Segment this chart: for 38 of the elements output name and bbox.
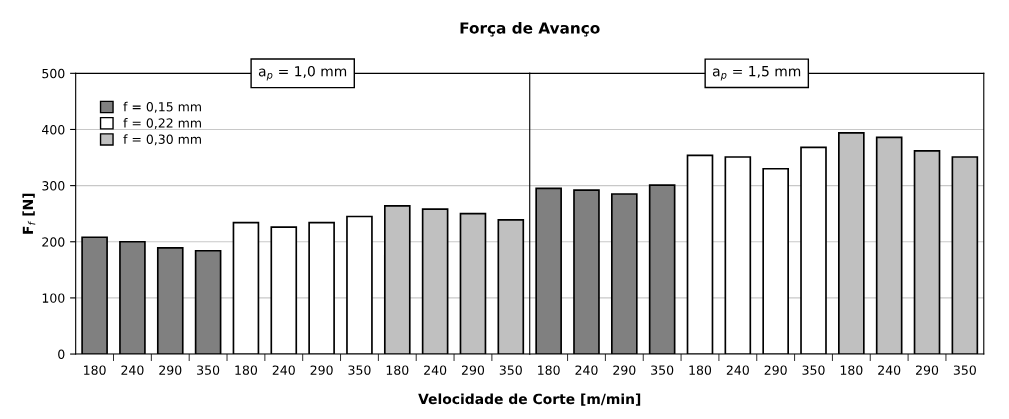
legend-label: f = 0,15 mm	[123, 101, 201, 113]
x-tick-label: 350	[499, 365, 522, 375]
legend-label: f = 0,22 mm	[123, 118, 201, 129]
x-axis-title: Velocidade de Corte [m/min]	[418, 393, 641, 406]
x-tick-label: 240	[726, 365, 749, 375]
x-tick-label: 180	[235, 365, 258, 375]
y-tick-label: 500	[42, 68, 65, 79]
x-tick-label: 350	[197, 365, 220, 375]
x-tick-label: 240	[272, 365, 295, 375]
legend-label: f = 0,30 mm	[123, 134, 201, 146]
x-tick-label: 180	[689, 365, 712, 375]
x-tick-label: 180	[386, 365, 409, 375]
y-tick-label: 200	[42, 237, 65, 247]
x-tick-label: 180	[538, 365, 560, 375]
annotation: a$_{p}$ = 1,5 mm	[712, 66, 801, 81]
x-tick-label: 350	[348, 365, 371, 375]
x-tick-label: 240	[878, 365, 901, 375]
y-tick-label: 300	[42, 181, 65, 191]
x-tick-label: 180	[84, 365, 106, 375]
x-tick-label: 350	[651, 365, 674, 375]
x-tick-label: 290	[310, 365, 333, 375]
x-tick-label: 290	[916, 365, 939, 375]
y-axis-title: F$_{f}$ [N]	[22, 193, 36, 234]
x-tick-label: 290	[159, 365, 182, 375]
y-tick-label: 100	[42, 293, 65, 303]
x-tick-label: 240	[121, 365, 144, 375]
x-tick-label: 290	[461, 365, 485, 375]
annotation: a$_{p}$ = 1,0 mm	[258, 65, 347, 81]
x-tick-label: 240	[424, 365, 447, 375]
x-tick-label: 350	[953, 365, 976, 375]
chart-title: Força de Avanço	[460, 21, 600, 37]
x-tick-label: 350	[802, 365, 825, 375]
x-tick-label: 180	[840, 365, 863, 375]
y-tick-label: 400	[42, 124, 65, 135]
x-tick-label: 240	[575, 365, 598, 375]
x-tick-label: 290	[613, 365, 636, 375]
y-tick-label: 0	[58, 349, 65, 359]
x-tick-label: 290	[764, 365, 787, 375]
